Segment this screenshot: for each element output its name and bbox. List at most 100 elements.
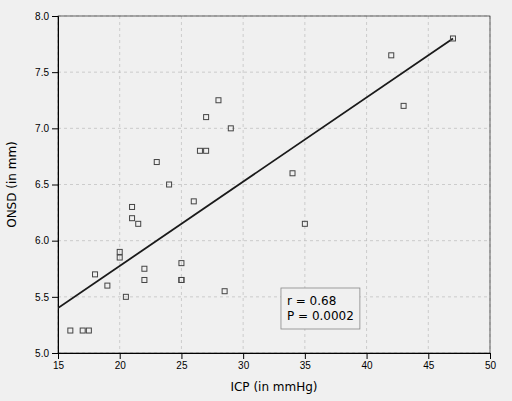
y-tick-mark: [52, 16, 58, 17]
x-tick-label: 20: [115, 360, 127, 371]
point: [290, 171, 295, 176]
x-tick: 40: [362, 353, 374, 371]
y-tick-label: 6.5: [35, 179, 49, 190]
grid: [58, 16, 490, 353]
x-tick-label: 30: [238, 360, 250, 371]
x-tick-label: 25: [176, 360, 188, 371]
point: [105, 283, 110, 288]
point: [228, 126, 233, 131]
point: [179, 277, 184, 282]
y-tick: 5.5: [35, 292, 58, 303]
point: [222, 289, 227, 294]
y-tick-label: 8.0: [35, 11, 49, 22]
point: [142, 266, 147, 271]
annotation-line: r = 0.68: [287, 294, 336, 308]
annotation-box: [281, 288, 360, 329]
x-tick-label: 40: [362, 360, 374, 371]
point: [136, 221, 141, 226]
x-axis: 15 20 25 30 35 40 45 50: [53, 353, 497, 371]
grid-line-x: [181, 16, 182, 353]
x-tick-mark: [120, 353, 121, 359]
y-tick-label: 7.0: [35, 123, 49, 134]
y-tick-mark: [52, 241, 58, 242]
x-tick-mark: [243, 353, 244, 359]
x-tick: 50: [485, 353, 497, 371]
plot-frame: [58, 16, 490, 353]
y-tick: 6.5: [35, 179, 58, 190]
chart: 15 20 25 30 35 40 45 50 5.0 5.5 6.0 6.5 7.0 7.5 8.0 r =…: [0, 0, 512, 401]
point: [130, 216, 135, 221]
scatter-series: [68, 36, 456, 333]
y-tick: 7.0: [35, 123, 58, 134]
x-tick-mark: [305, 353, 306, 359]
point: [123, 294, 128, 299]
point: [450, 36, 455, 41]
point: [389, 53, 394, 58]
point: [154, 160, 159, 165]
y-tick: 6.0: [35, 235, 58, 246]
x-tick-label: 15: [53, 360, 65, 371]
x-tick-label: 50: [485, 360, 497, 371]
regression-line: [58, 38, 453, 308]
x-axis-line: [59, 354, 491, 360]
point: [197, 148, 202, 153]
y-tick-mark: [52, 72, 58, 73]
point: [167, 182, 172, 187]
y-axis-line: [52, 17, 59, 354]
point: [204, 148, 209, 153]
point: [179, 277, 184, 282]
point: [93, 272, 98, 277]
x-tick: 45: [423, 353, 435, 371]
y-tick: 8.0: [35, 11, 58, 22]
y-tick-label: 5.0: [35, 348, 49, 359]
y-tick-label: 7.5: [35, 67, 49, 78]
point: [204, 115, 209, 120]
point: [68, 328, 73, 333]
x-tick: 30: [238, 353, 250, 371]
grid-line-y: [58, 296, 490, 297]
grid-line-x: [243, 16, 244, 353]
point: [142, 277, 147, 282]
point: [130, 204, 135, 209]
y-tick-mark: [52, 185, 58, 186]
point: [86, 328, 91, 333]
background: [0, 0, 512, 401]
x-tick-mark: [367, 353, 368, 359]
point: [401, 103, 406, 108]
grid-line-y: [58, 240, 490, 241]
x-tick-mark: [181, 353, 182, 359]
x-tick: 15: [53, 353, 65, 371]
x-tick-label: 35: [300, 360, 312, 371]
x-tick: 20: [115, 353, 127, 371]
y-tick-mark: [52, 297, 58, 298]
y-axis: 5.0 5.5 6.0 6.5 7.0 7.5 8.0: [35, 11, 58, 359]
grid-line-x: [428, 16, 429, 353]
y-tick-label: 6.0: [35, 235, 49, 246]
x-tick-label: 45: [423, 360, 435, 371]
point: [179, 261, 184, 266]
annotation: r = 0.68P = 0.0002: [281, 288, 360, 329]
x-tick: 25: [176, 353, 188, 371]
grid-line-y: [58, 72, 490, 73]
point: [117, 255, 122, 260]
plot: 15 20 25 30 35 40 45 50 5.0 5.5 6.0 6.5 7.0 7.5 8.0 r =…: [35, 11, 496, 371]
grid-line-y: [58, 184, 490, 185]
annotation-text: r = 0.68P = 0.0002: [287, 294, 354, 323]
y-tick-mark: [52, 128, 58, 129]
point: [80, 328, 85, 333]
x-tick-mark: [428, 353, 429, 359]
x-tick: 35: [300, 353, 312, 371]
annotation-line: P = 0.0002: [287, 309, 354, 323]
y-tick-mark: [52, 353, 58, 354]
x-axis-title: ICP (in mmHg): [230, 380, 317, 394]
point: [191, 199, 196, 204]
x-tick-mark: [490, 353, 491, 359]
y-tick: 5.0: [35, 348, 58, 359]
point: [117, 249, 122, 254]
y-axis-title: ONSD (in mm): [5, 141, 19, 228]
marks: [58, 36, 455, 333]
y-tick: 7.5: [35, 67, 58, 78]
point: [216, 98, 221, 103]
point: [302, 221, 307, 226]
grid-line-y: [58, 128, 490, 129]
